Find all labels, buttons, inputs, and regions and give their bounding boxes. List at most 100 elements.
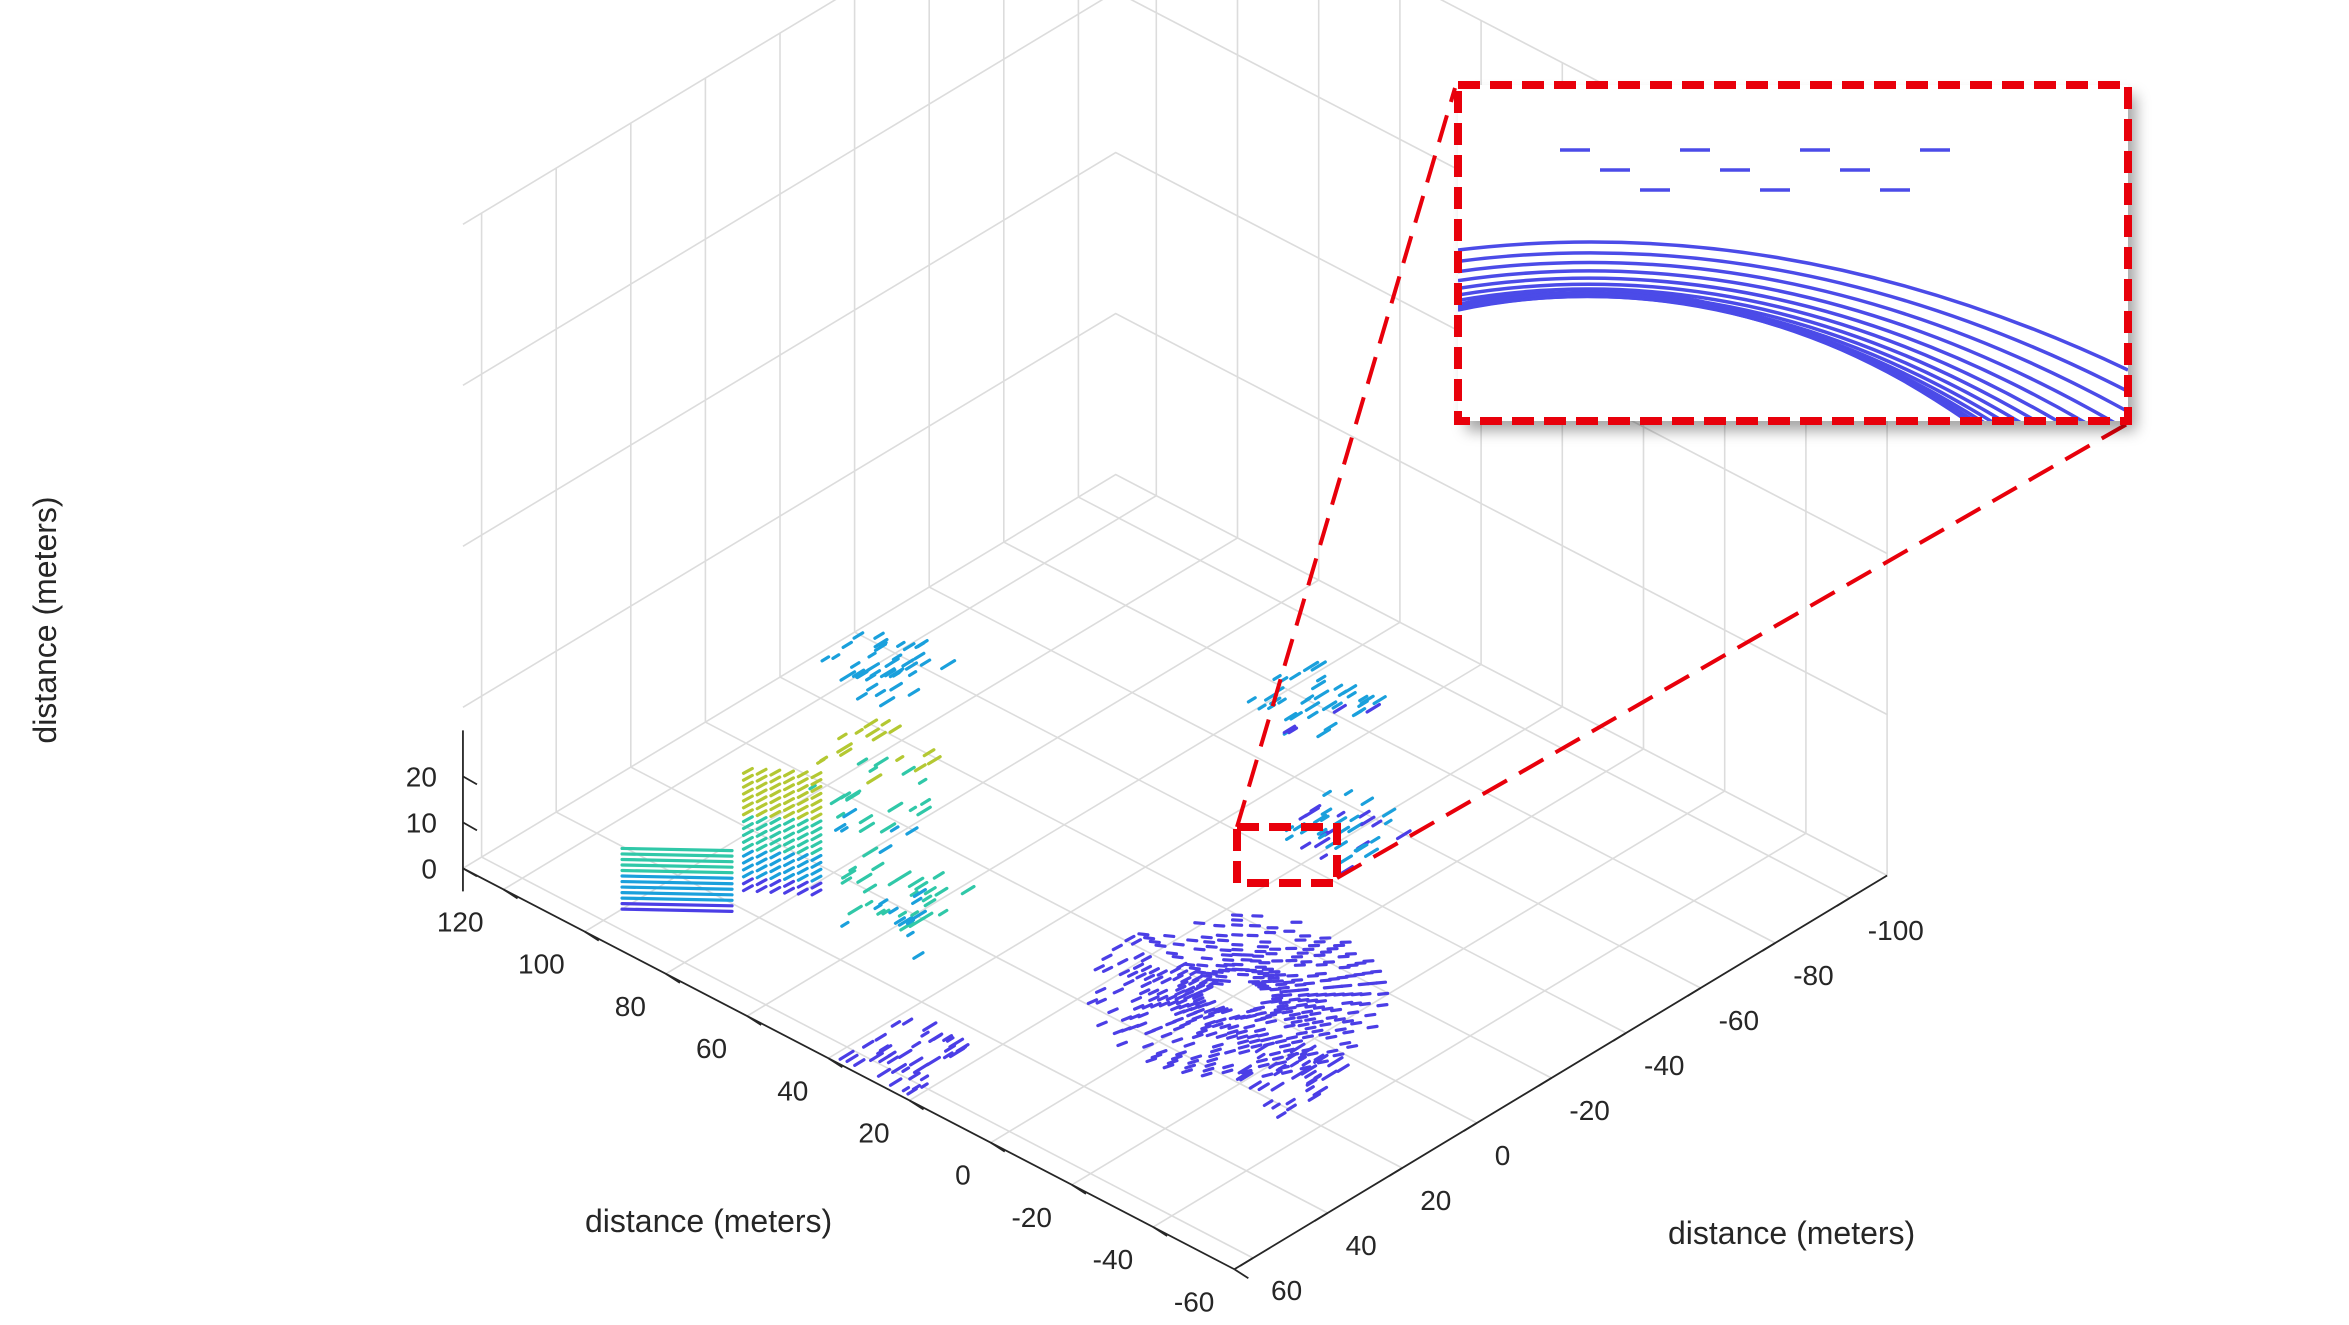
wall-point bbox=[810, 881, 823, 890]
ring-point bbox=[1193, 996, 1205, 1003]
ring-point bbox=[1187, 1058, 1200, 1065]
cluster-point bbox=[1358, 694, 1369, 703]
ring-point bbox=[1265, 1012, 1278, 1018]
wall-point bbox=[810, 826, 823, 835]
z-tick bbox=[462, 821, 478, 832]
cluster-point bbox=[845, 1053, 859, 1064]
cluster-point bbox=[944, 1044, 957, 1053]
cluster-point bbox=[1304, 1069, 1317, 1079]
ring-point bbox=[1167, 999, 1179, 1007]
wall-point bbox=[741, 801, 754, 810]
ring-point bbox=[1277, 985, 1290, 990]
y-tick-label: 0 bbox=[1495, 1140, 1511, 1171]
wall-point bbox=[783, 776, 796, 785]
wall-point bbox=[741, 766, 754, 775]
cluster-point bbox=[1321, 1069, 1338, 1081]
wall-point bbox=[796, 873, 809, 882]
cluster-point bbox=[901, 1085, 911, 1093]
y-tick bbox=[1761, 942, 1776, 952]
ring-point bbox=[1366, 1024, 1379, 1030]
ring-point bbox=[1203, 1007, 1216, 1014]
wall-point bbox=[783, 790, 796, 799]
cluster-point bbox=[1336, 1063, 1350, 1073]
cluster-point bbox=[912, 1062, 930, 1075]
cluster-point bbox=[926, 1055, 941, 1067]
ring-point bbox=[1162, 1063, 1175, 1070]
cluster-point bbox=[840, 876, 853, 885]
cluster-point bbox=[856, 872, 873, 884]
cluster-point bbox=[868, 765, 879, 773]
floor-gridline-x bbox=[746, 621, 1401, 1017]
cluster-point bbox=[909, 1056, 924, 1067]
ring-point bbox=[1116, 1040, 1128, 1048]
wall-point bbox=[741, 787, 754, 796]
ring-point bbox=[1309, 1011, 1322, 1017]
ring-point bbox=[1174, 993, 1186, 1001]
cluster-point bbox=[1307, 710, 1319, 720]
y-tick-label: -20 bbox=[1569, 1095, 1609, 1126]
wall-point bbox=[769, 844, 782, 853]
x-tick-label: -20 bbox=[1011, 1202, 1051, 1233]
cluster-point bbox=[884, 657, 900, 668]
ring-point bbox=[1184, 1063, 1197, 1070]
cluster-point bbox=[808, 783, 817, 791]
ring-point bbox=[1314, 971, 1327, 976]
y-tick bbox=[1612, 1032, 1627, 1042]
ring-point bbox=[1341, 1000, 1354, 1006]
wall-point bbox=[810, 791, 823, 800]
cluster-point bbox=[879, 696, 896, 708]
wall-point bbox=[796, 777, 809, 786]
ring-point bbox=[1295, 1030, 1308, 1036]
cluster-point bbox=[940, 659, 957, 671]
cluster-point bbox=[840, 920, 850, 928]
ring-point bbox=[1350, 1020, 1363, 1026]
ring-point bbox=[1192, 993, 1204, 1000]
ring-point bbox=[1304, 1025, 1317, 1031]
cluster-point bbox=[1331, 701, 1343, 710]
cluster-point bbox=[858, 814, 874, 825]
ring-point bbox=[1377, 991, 1390, 996]
x-tick bbox=[584, 930, 600, 942]
ring-point bbox=[1297, 997, 1310, 1003]
wall-point bbox=[796, 811, 809, 820]
cluster-point bbox=[922, 1021, 938, 1032]
cluster-point bbox=[1316, 827, 1328, 836]
ring-point bbox=[1211, 981, 1224, 986]
floor-gridline-y bbox=[779, 676, 1552, 1079]
ring-point bbox=[1165, 994, 1178, 1002]
cluster-point bbox=[876, 908, 886, 916]
cluster-point bbox=[1321, 700, 1338, 712]
ring-point bbox=[1186, 1010, 1198, 1018]
ring-point bbox=[1226, 1034, 1238, 1040]
ring-point bbox=[1133, 952, 1145, 960]
ring-point bbox=[1181, 1068, 1193, 1075]
ring-point bbox=[1183, 1041, 1196, 1048]
ring-point bbox=[1318, 1031, 1331, 1037]
cluster-point bbox=[912, 888, 927, 898]
cluster-point bbox=[1300, 1064, 1318, 1076]
cluster-point bbox=[855, 692, 868, 701]
ring-point bbox=[1213, 1005, 1226, 1012]
ring-point bbox=[1139, 988, 1151, 996]
y-tick-label: 40 bbox=[1346, 1230, 1377, 1261]
wall-point bbox=[796, 790, 809, 799]
ring-point bbox=[1342, 1029, 1355, 1035]
ring-point bbox=[1291, 1039, 1304, 1045]
x-tick bbox=[909, 1099, 925, 1111]
ring-point bbox=[1215, 974, 1228, 979]
cluster-point bbox=[920, 1030, 930, 1038]
x-tick bbox=[665, 973, 681, 984]
wall-point bbox=[755, 809, 768, 818]
cluster-point bbox=[1327, 1056, 1344, 1068]
wall-point bbox=[783, 872, 796, 881]
cluster-point bbox=[1313, 689, 1330, 701]
cluster-point bbox=[886, 1055, 900, 1065]
ring-point bbox=[1196, 1028, 1208, 1035]
ring-point bbox=[1364, 1012, 1377, 1018]
ring-point bbox=[1354, 961, 1367, 966]
cluster-point bbox=[1310, 660, 1327, 672]
y-tick-label: -60 bbox=[1719, 1005, 1759, 1036]
ring-point bbox=[1272, 1055, 1284, 1061]
ring-point bbox=[1261, 1072, 1274, 1078]
cluster-point bbox=[861, 1039, 875, 1049]
